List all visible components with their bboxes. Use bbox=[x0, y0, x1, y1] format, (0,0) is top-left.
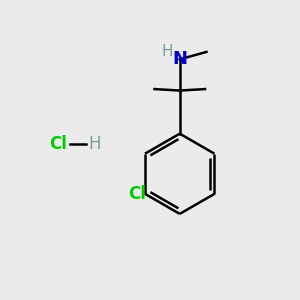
Text: N: N bbox=[172, 50, 187, 68]
Text: Cl: Cl bbox=[128, 185, 146, 203]
Text: H: H bbox=[161, 44, 173, 59]
Text: Cl: Cl bbox=[49, 135, 67, 153]
Text: H: H bbox=[89, 135, 101, 153]
